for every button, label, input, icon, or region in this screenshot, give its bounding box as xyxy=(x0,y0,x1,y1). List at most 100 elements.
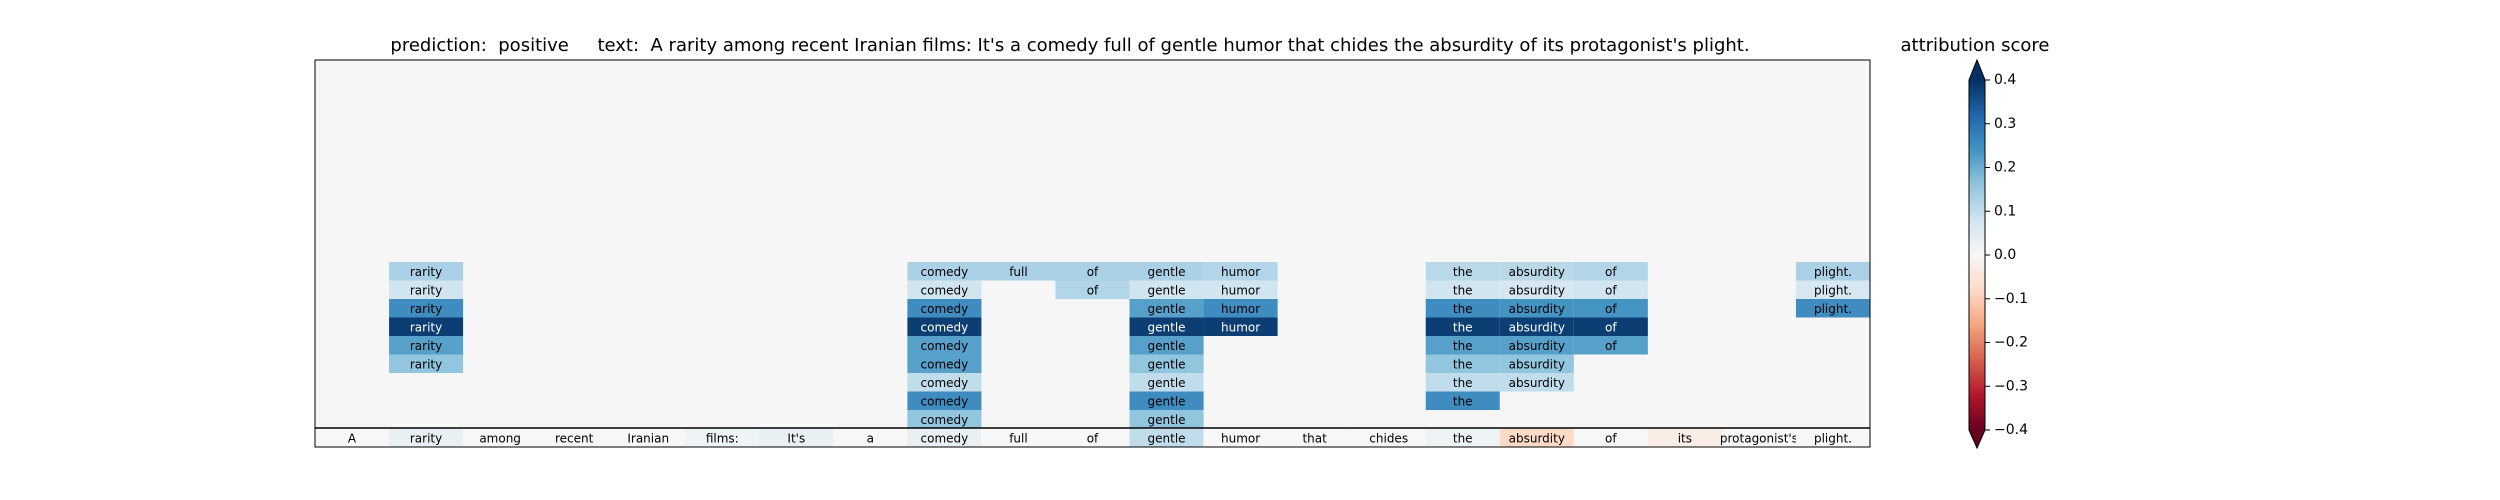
token-label: rarity xyxy=(410,432,442,446)
layer-cell-label: of xyxy=(1087,283,1099,297)
layer-cell xyxy=(389,280,464,299)
layer-cell-label: humor xyxy=(1221,302,1260,316)
layer-cell xyxy=(907,336,982,355)
token-label: that xyxy=(1302,432,1327,446)
layer-cell xyxy=(1425,373,1500,392)
token-cell xyxy=(759,429,834,447)
layer-cell xyxy=(1499,336,1574,355)
layer-cell xyxy=(1499,317,1574,336)
layer-cell-label: plight. xyxy=(1814,265,1852,279)
token-cell xyxy=(611,429,686,447)
colorbar-tick-label: 0.0 xyxy=(1994,247,2016,263)
text-value: A rarity among recent Iranian films: It'… xyxy=(651,35,1750,56)
layer-cell xyxy=(1203,262,1278,281)
layer-cell xyxy=(1573,280,1648,299)
layer-cell-label: rarity xyxy=(410,265,442,279)
layer-cell-label: rarity xyxy=(410,357,442,371)
layer-cell-label: gentle xyxy=(1148,339,1186,353)
token-label: its xyxy=(1678,432,1692,446)
layer-cell xyxy=(1129,336,1204,355)
layer-cell xyxy=(1425,317,1500,336)
layer-cell-label: absurdity xyxy=(1509,302,1565,316)
layer-cell-label: the xyxy=(1453,376,1473,390)
layer-cell-label: gentle xyxy=(1148,302,1186,316)
layer-cell xyxy=(1129,354,1204,373)
token-cell xyxy=(1277,429,1352,447)
token-label: of xyxy=(1087,432,1099,446)
layer-cell-label: of xyxy=(1087,265,1099,279)
layer-cell xyxy=(907,317,982,336)
layer-cell-label: the xyxy=(1453,394,1473,408)
token-cell xyxy=(315,429,390,447)
layer-cell xyxy=(1499,354,1574,373)
layer-cell-label: absurdity xyxy=(1509,357,1565,371)
token-label: Iranian xyxy=(627,432,669,446)
layer-cell-label: of xyxy=(1605,320,1617,334)
colorbar-tick-label: −0.2 xyxy=(1994,335,2028,351)
layer-cell-label: the xyxy=(1453,320,1473,334)
layer-cell-label: full xyxy=(1009,265,1028,279)
layer-cell-label: comedy xyxy=(921,357,969,371)
layer-cell-label: rarity xyxy=(410,302,442,316)
prediction-value: positive xyxy=(498,35,569,56)
layer-cell xyxy=(907,262,982,281)
layer-cell-label: gentle xyxy=(1148,376,1186,390)
layer-cell xyxy=(1129,410,1204,429)
colorbar-tick-label: −0.3 xyxy=(1994,378,2028,394)
layer-cell xyxy=(1573,317,1648,336)
token-cell xyxy=(685,429,760,447)
token-cell xyxy=(1721,429,1796,447)
token-label: full xyxy=(1009,432,1028,446)
layer-cell-label: comedy xyxy=(921,376,969,390)
chart-title: prediction: positive text: A rarity amon… xyxy=(390,35,1749,56)
colorbar-tick-label: 0.1 xyxy=(1994,203,2016,219)
token-label: absurdity xyxy=(1509,432,1565,446)
layer-cell xyxy=(1203,317,1278,336)
token-cell xyxy=(1573,429,1648,447)
layer-cell-label: the xyxy=(1453,265,1473,279)
layer-cell xyxy=(1795,280,1870,299)
layer-cell xyxy=(907,373,982,392)
layer-cell-label: gentle xyxy=(1148,357,1186,371)
layer-cell xyxy=(1425,299,1500,318)
colorbar-tick-label: −0.1 xyxy=(1994,291,2028,307)
layer-cell-label: of xyxy=(1605,265,1617,279)
token-label: the xyxy=(1453,432,1473,446)
layer-cell xyxy=(1129,373,1204,392)
token-cell xyxy=(537,429,612,447)
layer-cell xyxy=(1129,317,1204,336)
layer-cell-label: gentle xyxy=(1148,265,1186,279)
layer-cell-label: humor xyxy=(1221,283,1260,297)
layer-cell-label: plight. xyxy=(1814,302,1852,316)
token-cell xyxy=(1647,429,1722,447)
layer-cell-label: absurdity xyxy=(1509,376,1565,390)
layer-cell xyxy=(389,336,464,355)
layer-cell-label: comedy xyxy=(921,302,969,316)
layer-cell xyxy=(1203,280,1278,299)
colorbar-gradient xyxy=(1969,80,1985,430)
token-label: plight. xyxy=(1814,432,1852,446)
layer-cell xyxy=(1425,262,1500,281)
layer-cell xyxy=(1499,299,1574,318)
token-cell xyxy=(1351,429,1426,447)
layer-cell-label: the xyxy=(1453,357,1473,371)
layer-cell xyxy=(1203,299,1278,318)
layer-cell-label: the xyxy=(1453,302,1473,316)
colorbar-tick-label: 0.2 xyxy=(1994,160,2016,176)
layer-cell xyxy=(907,391,982,410)
layer-cell xyxy=(1425,280,1500,299)
layer-cell xyxy=(1499,373,1574,392)
layer-cell xyxy=(1129,391,1204,410)
layer-cell xyxy=(1795,299,1870,318)
layer-cell xyxy=(1055,280,1130,299)
colorbar: 0.4 0.3 0.2 0.1 0.0 −0.1 −0.2 −0.3 −0.4 xyxy=(1968,58,2028,450)
token-cell xyxy=(1129,429,1204,447)
token-label: gentle xyxy=(1148,432,1186,446)
token-cell xyxy=(907,429,982,447)
layer-cell xyxy=(389,317,464,336)
layer-cell xyxy=(981,262,1056,281)
layer-cell-label: gentle xyxy=(1148,283,1186,297)
layer-cell xyxy=(1573,336,1648,355)
colorbar-extend-min xyxy=(1969,430,1985,448)
